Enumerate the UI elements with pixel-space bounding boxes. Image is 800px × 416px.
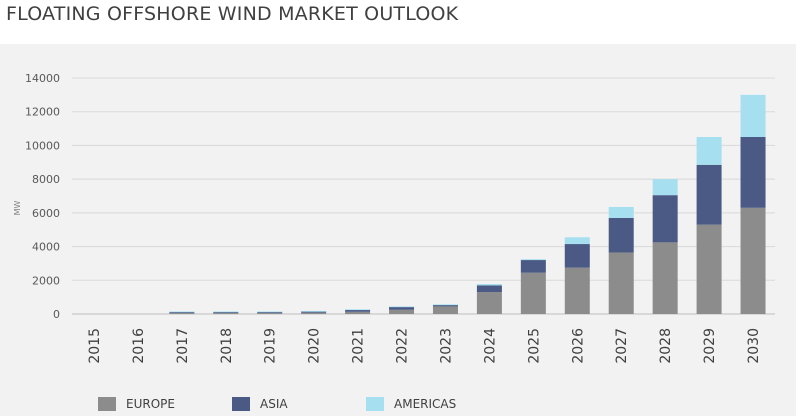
bar-americas-2026 [564, 237, 590, 245]
y-tick-label: 10000 [25, 139, 60, 152]
bar-asia-2029 [696, 164, 722, 225]
bar-europe-2020 [301, 312, 327, 314]
bar-americas-2025 [520, 259, 546, 261]
x-tick-label: 2022 [395, 328, 411, 364]
x-tick-label: 2029 [702, 328, 718, 364]
x-tick-label: 2016 [131, 328, 147, 364]
x-tick-label: 2028 [658, 328, 674, 364]
bar-americas-2018 [213, 311, 239, 313]
bar-americas-2030 [740, 94, 766, 137]
x-tick-label: 2025 [526, 328, 542, 364]
bar-europe-2017 [169, 312, 195, 314]
x-tick-label: 2026 [570, 328, 586, 364]
legend-swatch-americas [366, 397, 384, 411]
y-tick-label: 6000 [32, 207, 60, 220]
bar-americas-2027 [608, 206, 634, 218]
bar-asia-2022 [389, 306, 415, 310]
bar-asia-2026 [564, 244, 590, 268]
x-tick-label: 2017 [175, 328, 191, 364]
y-axis-label: MW [13, 201, 22, 216]
bar-europe-2026 [564, 267, 590, 314]
y-axis-ticks: 0 2000 4000 6000 8000 10000 12000 14000 [25, 72, 60, 321]
x-tick-label: 2018 [219, 328, 235, 364]
bar-europe-2018 [213, 312, 239, 314]
y-tick-label: 0 [53, 308, 60, 321]
bar-asia-2017 [169, 311, 195, 313]
bar-asia-2028 [652, 195, 678, 243]
bar-americas-2021 [345, 309, 371, 311]
bar-asia-2027 [608, 217, 634, 253]
legend-label-americas: AMERICAS [394, 397, 457, 411]
legend-item-europe: EUROPE [98, 396, 175, 412]
y-tick-label: 14000 [25, 72, 60, 85]
x-tick-label: 2020 [307, 328, 323, 364]
x-tick-label: 2030 [746, 328, 762, 364]
legend-swatch-europe [98, 397, 116, 411]
y-tick-label: 4000 [32, 241, 60, 254]
bar-europe-2023 [432, 306, 458, 314]
bar-europe-2019 [257, 312, 283, 314]
y-tick-label: 2000 [32, 274, 60, 287]
x-tick-label: 2021 [351, 328, 367, 364]
bar-asia-2020 [301, 311, 327, 313]
bar-asia-2023 [432, 304, 458, 307]
bar-americas-2017 [169, 311, 195, 313]
legend-item-asia: ASIA [232, 396, 288, 412]
bar-asia-2025 [520, 260, 546, 273]
bar-americas-2024 [476, 283, 502, 286]
chart-title: FLOATING OFFSHORE WIND MARKET OUTLOOK [6, 3, 459, 25]
bar-americas-2022 [389, 306, 415, 308]
bar-europe-2029 [696, 224, 722, 314]
bar-europe-2025 [520, 272, 546, 314]
bar-europe-2028 [652, 242, 678, 314]
bar-europe-2030 [740, 207, 766, 314]
bar-asia-2024 [476, 285, 502, 293]
bar-europe-2024 [476, 292, 502, 314]
bar-europe-2022 [389, 309, 415, 314]
bar-americas-2019 [257, 311, 283, 313]
bar-asia-2018 [213, 311, 239, 313]
y-tick-label: 12000 [25, 106, 60, 119]
bar-asia-2021 [345, 309, 371, 312]
bar-asia-2019 [257, 311, 283, 313]
bar-europe-2021 [345, 311, 371, 314]
bar-americas-2028 [652, 179, 678, 196]
legend-label-europe: EUROPE [126, 397, 175, 411]
bars [169, 94, 766, 314]
bar-americas-2020 [301, 310, 327, 312]
y-tick-label: 8000 [32, 173, 60, 186]
bar-asia-2030 [740, 137, 766, 208]
x-tick-label: 2027 [614, 328, 630, 364]
bar-americas-2023 [432, 304, 458, 306]
x-tick-label: 2023 [438, 328, 454, 364]
legend-item-americas: AMERICAS [366, 396, 456, 412]
legend-label-asia: ASIA [260, 397, 288, 411]
x-tick-label: 2019 [263, 328, 279, 364]
x-tick-label: 2015 [87, 328, 103, 364]
x-axis-ticks: 2015 2016 2017 2018 2019 2020 2021 2022 2023 2024… [87, 328, 762, 364]
x-tick-label: 2024 [482, 328, 498, 364]
bar-americas-2029 [696, 137, 722, 165]
bar-europe-2027 [608, 252, 634, 314]
legend-swatch-asia [232, 397, 250, 411]
